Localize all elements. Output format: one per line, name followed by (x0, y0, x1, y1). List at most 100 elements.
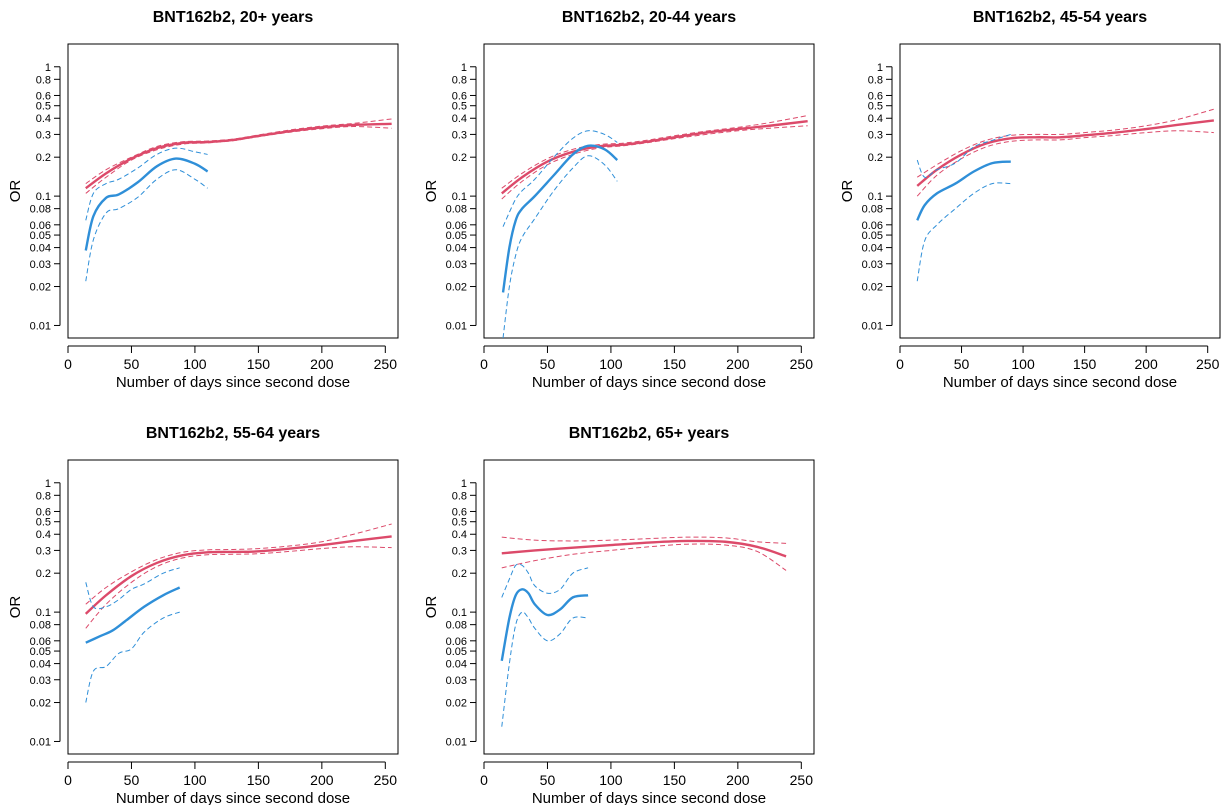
chart-title: BNT162b2, 20+ years (153, 9, 314, 26)
y-tick-label: 0.4 (36, 113, 51, 125)
y-tick-label: 0.4 (452, 529, 467, 541)
blue-series-lower-ci (916, 182, 1011, 282)
plot-frame (483, 459, 815, 755)
red-series-lower-ci (85, 126, 392, 194)
x-tick-label: 200 (310, 772, 334, 788)
red-series-upper-ci (85, 118, 392, 185)
y-tick-label: 0.04 (30, 659, 51, 671)
x-tick-label: 250 (374, 356, 398, 372)
chart-panel-2: BNT162b2, 20-44 years 0 50 100 150 200 250 Numb… (423, 9, 815, 391)
y-tick-label: 0.01 (446, 320, 467, 332)
y-tick-label: 0.05 (862, 230, 883, 242)
x-axis: 0 50 100 150 200 250 (64, 761, 397, 788)
y-tick-label: 0.03 (30, 259, 51, 271)
y-tick-label: 0.05 (30, 646, 51, 658)
y-tick-label: 0.3 (452, 545, 467, 557)
y-tick-label: 1 (45, 478, 51, 490)
x-axis-label: Number of days since second dose (116, 790, 350, 805)
y-tick-label: 0.05 (446, 230, 467, 242)
x-tick-label: 0 (64, 356, 72, 372)
y-tick-label: 0.5 (868, 101, 883, 113)
y-axis-label: OR (7, 180, 24, 203)
y-tick-label: 1 (461, 478, 467, 490)
x-axis-label: Number of days since second dose (116, 374, 350, 391)
x-axis: 0 50 100 150 200 250 (64, 345, 398, 372)
y-tick-label: 0.4 (452, 113, 467, 125)
y-axis-label: OR (423, 180, 440, 203)
x-tick-label: 250 (1196, 356, 1220, 372)
y-tick-label: 1 (877, 62, 883, 74)
y-tick-label: 0.02 (30, 282, 51, 294)
y-tick-label: 0.05 (30, 230, 51, 242)
y-tick-label: 0.1 (868, 191, 883, 203)
y-axis: 0.01 0.02 0.03 0.040.050.06 0.080.1 0.2 0.3 0.4… (446, 62, 477, 332)
blue-series-upper-ci (502, 130, 618, 227)
red-series-upper-ci (85, 523, 392, 605)
y-tick-label: 0.06 (446, 636, 467, 648)
y-tick-label: 0.06 (30, 220, 51, 232)
y-tick-label: 0.4 (36, 529, 51, 541)
blue-series-line (85, 586, 181, 644)
y-axis-label: OR (7, 596, 24, 619)
red-series-upper-ci (916, 108, 1214, 178)
blue-series-lower-ci (501, 611, 589, 727)
y-tick-label: 0.01 (446, 736, 467, 748)
y-tick-label: 0.3 (868, 129, 883, 141)
y-tick-label: 0.6 (868, 90, 883, 102)
series-group (500, 536, 787, 727)
y-tick-label: 0.03 (446, 259, 467, 271)
y-tick-label: 0.5 (36, 101, 51, 113)
x-tick-label: 150 (663, 772, 687, 788)
series-group (84, 118, 392, 282)
y-tick-label: 0.06 (446, 220, 467, 232)
x-tick-label: 50 (540, 772, 556, 788)
red-series-line (501, 119, 808, 195)
y-axis-label: OR (423, 596, 440, 619)
y-tick-label: 0.1 (36, 607, 51, 619)
y-tick-label: 0.6 (452, 90, 467, 102)
chart-title: BNT162b2, 65+ years (569, 425, 730, 442)
x-axis: 0 50 100 150 200 250 (480, 761, 814, 788)
y-tick-label: 0.3 (36, 129, 51, 141)
y-tick-label: 0.02 (446, 698, 467, 710)
chart-panel-5: BNT162b2, 65+ years 0 50 100 150 200 250 Number… (423, 425, 815, 805)
x-tick-label: 200 (1134, 356, 1158, 372)
x-tick-label: 100 (1011, 356, 1035, 372)
x-tick-label: 100 (183, 772, 207, 788)
y-tick-label: 0.5 (452, 517, 467, 529)
x-tick-label: 50 (124, 772, 140, 788)
chart-title: BNT162b2, 45-54 years (973, 9, 1147, 26)
x-tick-label: 50 (540, 356, 556, 372)
plot-frame (67, 43, 399, 339)
y-tick-label: 0.04 (30, 243, 51, 255)
y-axis-label: OR (839, 180, 856, 203)
y-tick-label: 0.6 (36, 90, 51, 102)
x-tick-label: 50 (124, 356, 140, 372)
x-axis: 0 50 100 150 200 250 (480, 345, 814, 372)
y-tick-label: 0.08 (446, 204, 467, 216)
x-tick-label: 200 (726, 772, 750, 788)
chart-panel-3: BNT162b2, 45-54 years 0 50 100 150 200 250 Numb… (839, 9, 1221, 391)
red-series-line (501, 539, 787, 558)
y-tick-label: 0.2 (452, 568, 467, 580)
red-series-lower-ci (85, 546, 392, 629)
x-tick-label: 0 (896, 356, 904, 372)
y-tick-label: 0.01 (30, 320, 51, 332)
y-tick-label: 0.02 (30, 698, 51, 710)
y-tick-label: 0.03 (862, 259, 883, 271)
y-tick-label: 0.02 (446, 282, 467, 294)
blue-series-lower-ci (502, 155, 618, 338)
chart-title: BNT162b2, 55-64 years (146, 425, 320, 442)
x-tick-label: 250 (790, 772, 814, 788)
y-tick-label: 0.6 (36, 506, 51, 518)
y-tick-label: 0.4 (868, 113, 883, 125)
x-tick-label: 200 (726, 356, 750, 372)
chart-panel-1: BNT162b2, 20+ years 0 50 100 150 200 250 Number… (7, 9, 399, 391)
y-tick-label: 0.8 (452, 74, 467, 86)
red-series-lower-ci (916, 130, 1214, 197)
x-tick-label: 250 (790, 356, 814, 372)
red-series-line (916, 119, 1214, 187)
y-tick-label: 0.08 (30, 204, 51, 216)
plot-frame (483, 43, 815, 339)
